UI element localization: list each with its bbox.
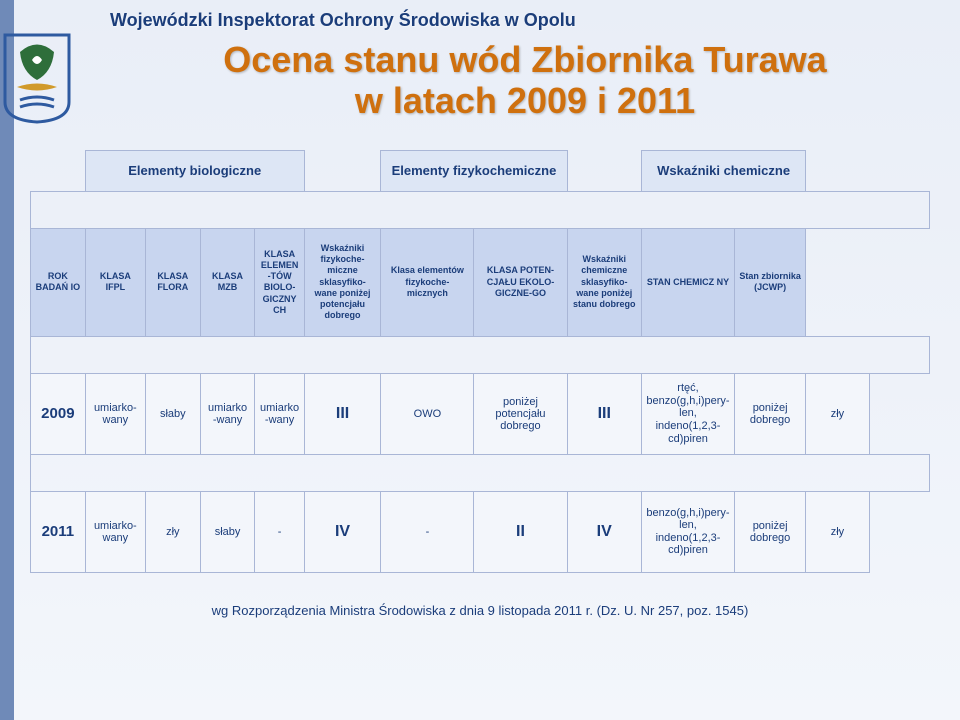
cell-eco-class: IV (567, 491, 641, 572)
page-title: Ocena stanu wód Zbiornika Turawa w latac… (110, 39, 940, 122)
cell-flora: słaby (145, 373, 200, 454)
group-gap-3 (806, 150, 930, 191)
header: Wojewódzki Inspektorat Ochrony Środowisk… (0, 0, 960, 122)
gap (31, 336, 930, 373)
col-bioclass: KLASA ELEMEN-TÓW BIOLO-GICZNYCH (255, 228, 304, 336)
group-gap-2 (567, 150, 641, 191)
cell-blank (869, 491, 929, 572)
cell-chem-ind: rtęć,benzo(g,h,i)pery-len,indeno(1,2,3-c… (641, 373, 734, 454)
col-jcwp: Stan zbiornika (JCWP) (735, 228, 806, 336)
cell-eco: poniżej potencjału dobrego (474, 373, 567, 454)
cell-year: 2011 (31, 491, 86, 572)
cell-eco-class: III (567, 373, 641, 454)
cell-bioclass: - (255, 491, 304, 572)
cell-jcwp: zły (806, 491, 870, 572)
table-row-2011: 2011 umiarko-wany zły słaby - IV - II IV… (31, 491, 930, 572)
col-mzb: KLASA MZB (200, 228, 255, 336)
cell-phys-ind: IV (304, 491, 381, 572)
col-blank (806, 228, 930, 336)
col-chem-state: STAN CHEMICZ NY (641, 228, 734, 336)
gap (31, 191, 930, 228)
cell-flora: zły (145, 491, 200, 572)
col-ifpl: KLASA IFPL (85, 228, 145, 336)
group-bio: Elementy biologiczne (85, 150, 304, 191)
cell-blank (869, 373, 929, 454)
cell-ifpl: umiarko-wany (85, 491, 145, 572)
col-eco: KLASA POTEN-CJAŁU EKOLO-GICZNE-GO (474, 228, 567, 336)
group-chem: Wskaźniki chemiczne (641, 150, 805, 191)
column-header-row: ROK BADAŃ IO KLASA IFPL KLASA FLORA KLAS… (31, 228, 930, 336)
group-gap-1 (304, 150, 381, 191)
cell-mzb: umiarko -wany (200, 373, 255, 454)
col-flora: KLASA FLORA (145, 228, 200, 336)
col-phys-ind: Wskaźniki fizykoche-miczne sklasyfiko-wa… (304, 228, 381, 336)
title-line-1: Ocena stanu wód Zbiornika Turawa (223, 39, 826, 80)
col-chem-ind: Wskaźniki chemiczne sklasyfiko-wane poni… (567, 228, 641, 336)
footer-text: wg Rozporządzenia Ministra Środowiska z … (0, 603, 960, 618)
cell-mzb: słaby (200, 491, 255, 572)
cell-chem-ind: benzo(g,h,i)pery-len,indeno(1,2,3-cd)pir… (641, 491, 734, 572)
cell-phys-class: OWO (381, 373, 474, 454)
col-phys-class: Klasa elementów fizykoche-micznych (381, 228, 474, 336)
cell-phys-class: - (381, 491, 474, 572)
slide: Wojewódzki Inspektorat Ochrony Środowisk… (0, 0, 960, 720)
assessment-table: Elementy biologiczne Elementy fizykochem… (30, 150, 930, 573)
title-line-2: w latach 2009 i 2011 (355, 80, 695, 121)
cell-eco: II (474, 491, 567, 572)
cell-jcwp: zły (806, 373, 870, 454)
group-blank (31, 150, 86, 191)
cell-chem-state: poniżej dobrego (735, 491, 806, 572)
table-row-2009: 2009 umiarko-wany słaby umiarko -wany um… (31, 373, 930, 454)
group-phys: Elementy fizykochemiczne (381, 150, 567, 191)
org-name: Wojewódzki Inspektorat Ochrony Środowisk… (110, 10, 940, 31)
cell-bioclass: umiarko -wany (255, 373, 304, 454)
logo-icon (2, 32, 72, 124)
cell-ifpl: umiarko-wany (85, 373, 145, 454)
group-header-row: Elementy biologiczne Elementy fizykochem… (31, 150, 930, 191)
cell-year: 2009 (31, 373, 86, 454)
gap (31, 454, 930, 491)
cell-phys-ind: III (304, 373, 381, 454)
col-rok: ROK BADAŃ IO (31, 228, 86, 336)
cell-chem-state: poniżej dobrego (735, 373, 806, 454)
